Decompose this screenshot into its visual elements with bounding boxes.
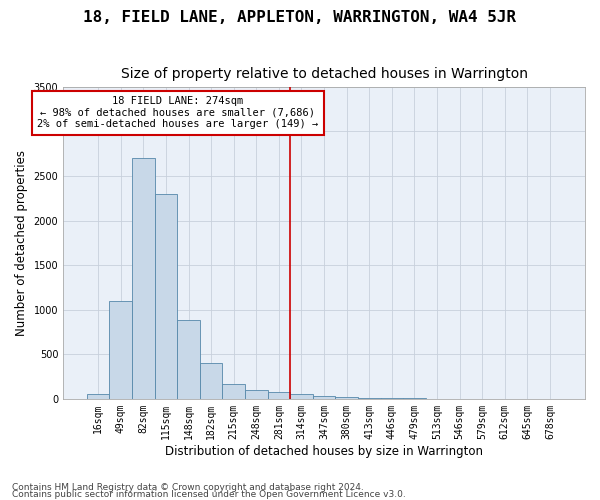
Bar [313, 396, 335, 399]
Title: Size of property relative to detached houses in Warrington: Size of property relative to detached ho… [121, 68, 527, 82]
Bar [290, 394, 313, 399]
Bar [380, 398, 403, 399]
Bar [109, 301, 132, 399]
Bar [268, 392, 290, 399]
Y-axis label: Number of detached properties: Number of detached properties [15, 150, 28, 336]
Text: Contains HM Land Registry data © Crown copyright and database right 2024.: Contains HM Land Registry data © Crown c… [12, 484, 364, 492]
Text: 18, FIELD LANE, APPLETON, WARRINGTON, WA4 5JR: 18, FIELD LANE, APPLETON, WARRINGTON, WA… [83, 10, 517, 25]
Bar [155, 194, 177, 399]
Bar [223, 384, 245, 399]
Text: 18 FIELD LANE: 274sqm
← 98% of detached houses are smaller (7,686)
2% of semi-de: 18 FIELD LANE: 274sqm ← 98% of detached … [37, 96, 319, 130]
Bar [335, 397, 358, 399]
Bar [200, 363, 223, 399]
Bar [245, 390, 268, 399]
Bar [177, 320, 200, 399]
Bar [358, 398, 380, 399]
Bar [132, 158, 155, 399]
Text: Contains public sector information licensed under the Open Government Licence v3: Contains public sector information licen… [12, 490, 406, 499]
X-axis label: Distribution of detached houses by size in Warrington: Distribution of detached houses by size … [165, 444, 483, 458]
Bar [87, 394, 109, 399]
